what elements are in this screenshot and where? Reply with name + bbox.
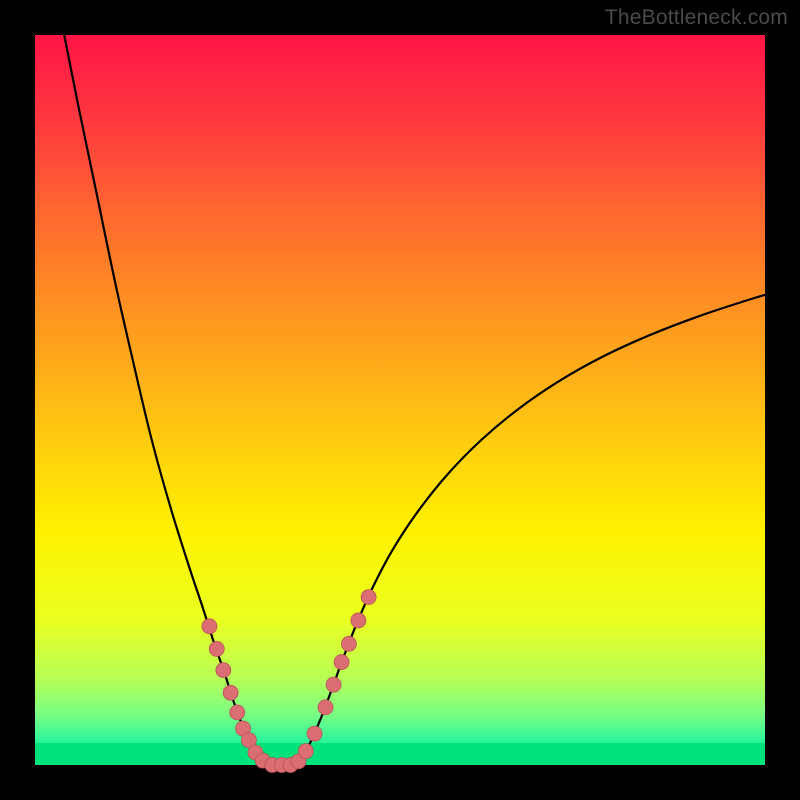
curve-marker bbox=[334, 655, 349, 670]
watermark-text: TheBottleneck.com bbox=[605, 6, 788, 30]
curve-marker bbox=[209, 641, 224, 656]
curve-marker bbox=[326, 677, 341, 692]
curve-marker bbox=[298, 744, 313, 759]
curve-marker bbox=[223, 685, 238, 700]
curve-marker bbox=[341, 636, 356, 651]
curve-marker bbox=[216, 663, 231, 678]
chart-container bbox=[0, 0, 800, 800]
curve-marker bbox=[361, 590, 376, 605]
curve-marker bbox=[230, 705, 245, 720]
curve-marker bbox=[318, 700, 333, 715]
curve-marker bbox=[202, 619, 217, 634]
gradient-background bbox=[35, 35, 765, 765]
bottleneck-chart bbox=[0, 0, 800, 800]
curve-marker bbox=[351, 613, 366, 628]
green-band bbox=[35, 743, 765, 765]
curve-marker bbox=[307, 726, 322, 741]
